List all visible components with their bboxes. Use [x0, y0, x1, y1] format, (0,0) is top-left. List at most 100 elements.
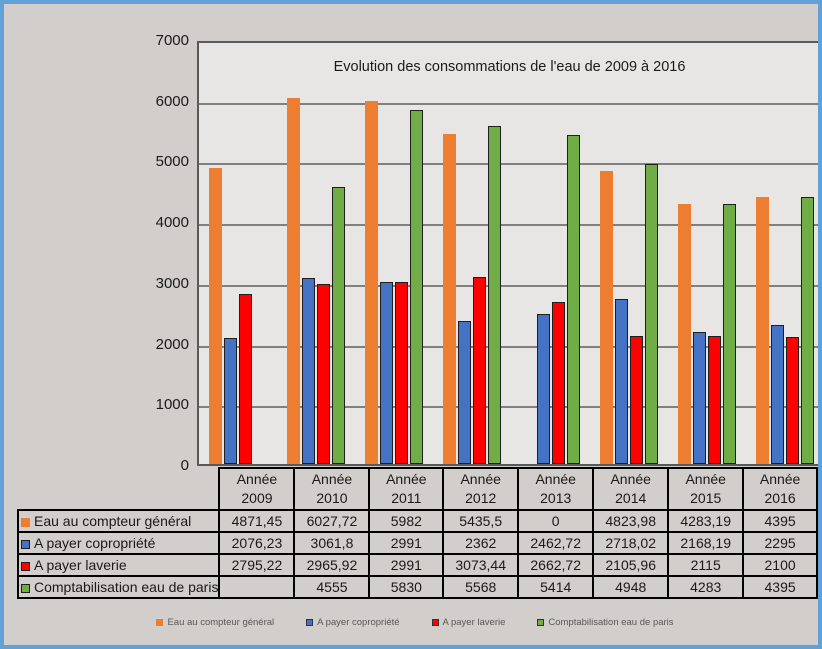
table-year-header: Année 2013 [517, 467, 595, 511]
table-year-header: Année 2011 [368, 467, 445, 511]
value-cell: 2105,96 [592, 553, 670, 577]
year-header-label: Année [236, 471, 278, 488]
value-cell: 6027,72 [293, 509, 371, 533]
bar-slot [722, 43, 736, 464]
bar-slot [443, 43, 457, 464]
table-year-header: Année 2016 [742, 467, 818, 511]
table-year-header: Année 2015 [667, 467, 745, 511]
table-corner-cell [18, 468, 219, 510]
table-header-row: Année 2009 Année 2010 Année 2011 Année 2012 Anné… [18, 467, 818, 511]
year-header-label: Année [460, 471, 501, 488]
value-cell: 5568 [442, 575, 520, 599]
legend-swatch [156, 619, 164, 626]
year-header-year: 2009 [241, 490, 273, 506]
value-cell: 4948 [592, 575, 670, 599]
year-header-label: Année [311, 471, 353, 488]
value-cell: 2965,92 [293, 553, 371, 577]
bar-slot [473, 43, 487, 464]
bar-slot [410, 43, 424, 464]
legend-swatch [306, 619, 314, 626]
bar [332, 187, 346, 464]
value-cell: 4395 [742, 509, 818, 533]
series-name: Eau au compteur général [34, 513, 192, 529]
bar [755, 197, 769, 464]
year-header-label: Année [535, 471, 576, 488]
year-header-year: 2010 [316, 490, 348, 506]
bar-slot [209, 43, 222, 464]
bar [800, 197, 814, 464]
table-row: Comptabilisation eau de paris 4555 5830 556… [16, 575, 818, 599]
bar [473, 277, 487, 464]
value-cell: 2991 [368, 553, 445, 577]
legend-item: A payer laverie [431, 617, 506, 628]
data-table: Année 2009 Année 2010 Année 2011 Année 2012 Anné… [16, 467, 818, 599]
gridline [199, 406, 818, 409]
value-cell: 4871,45 [218, 509, 296, 533]
legend-label: A payer laverie [442, 617, 506, 628]
legend-label: Eau au compteur général [167, 617, 275, 628]
value-cell: 2076,23 [218, 531, 296, 555]
year-header-year: 2011 [391, 490, 422, 506]
gridline [199, 224, 818, 227]
value-cell: 2362 [442, 531, 520, 555]
bar [458, 320, 472, 464]
value-cell: 0 [517, 509, 595, 533]
bar-slot [380, 43, 394, 464]
value-cell: 4823,98 [592, 509, 670, 533]
legend-swatch [537, 619, 545, 626]
bar-slot [522, 43, 535, 464]
bar [599, 171, 613, 464]
y-tick-label: 6000 [155, 92, 189, 110]
value-cell: 4555 [293, 575, 371, 599]
bar [566, 135, 580, 464]
series-swatch [21, 562, 30, 571]
bar [209, 168, 222, 464]
series-swatch [21, 540, 30, 549]
year-header-year: 2016 [764, 490, 796, 506]
bar [239, 294, 252, 464]
value-cell: 2295 [742, 531, 818, 555]
bar-slot [629, 43, 643, 464]
bar-slot [254, 43, 267, 464]
gridline [199, 345, 818, 348]
year-header-year: 2013 [540, 490, 572, 506]
value-cell: 3073,44 [442, 553, 520, 577]
series-swatch [21, 518, 30, 527]
table-year-header: Année 2012 [442, 467, 520, 511]
value-cell: 5435,5 [442, 509, 520, 533]
bar [770, 324, 784, 464]
value-cell: 2168,19 [667, 531, 745, 555]
value-cell: 3061,8 [293, 531, 371, 555]
year-header-year: 2015 [690, 490, 722, 506]
bar [395, 282, 409, 464]
bar-slot [785, 43, 799, 464]
table-row: A payer copropriété 2076,23 3061,8 2991 2362… [16, 531, 818, 555]
bar-slot [770, 43, 784, 464]
year-header-label: Année [759, 471, 801, 488]
gridline [199, 284, 818, 287]
bar-group-2015 [668, 43, 746, 464]
value-cell: 2795,22 [218, 553, 296, 577]
bar [536, 314, 550, 464]
bar-slot [458, 43, 472, 464]
year-header-year: 2014 [615, 490, 647, 506]
table-row: Eau au compteur général 4871,45 6027,72 598… [16, 509, 818, 533]
bar-slot [239, 43, 252, 464]
value-cell: 4395 [742, 575, 818, 599]
series-name: Comptabilisation eau de paris [34, 579, 219, 595]
bar [629, 336, 643, 464]
bar-slot [599, 43, 613, 464]
table-year-header: Année 2010 [293, 467, 371, 511]
bar [380, 282, 394, 464]
bar [224, 337, 237, 464]
bar [302, 278, 316, 464]
bar-slot [566, 43, 580, 464]
bar-slot [800, 43, 814, 464]
bar [317, 283, 331, 464]
bar-group-2009 [199, 43, 277, 464]
bar [785, 336, 799, 464]
plot-area [197, 41, 818, 466]
value-cell: 2115 [667, 553, 745, 577]
bar-slot [755, 43, 769, 464]
bar-group-2014 [590, 43, 668, 464]
